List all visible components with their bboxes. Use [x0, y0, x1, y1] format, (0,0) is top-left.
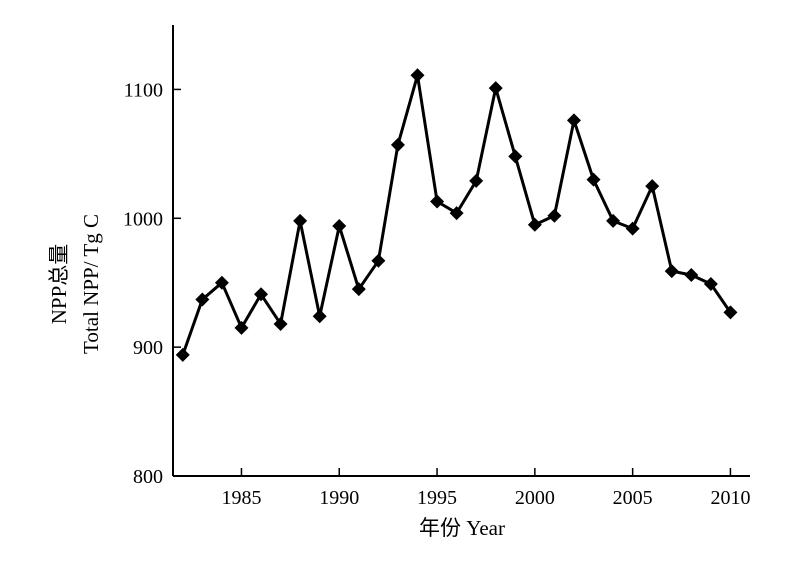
data-point-marker [254, 287, 269, 302]
data-point-marker [312, 309, 327, 324]
series [175, 68, 738, 362]
data-point-marker [175, 347, 190, 362]
data-point-marker [723, 305, 738, 320]
y-tick-label: 800 [133, 466, 163, 488]
x-tick-label: 2005 [613, 487, 653, 509]
x-tick-label: 1995 [417, 487, 457, 509]
x-axis-title: 年份 Year [419, 516, 505, 540]
data-point-marker [527, 217, 542, 232]
data-point-marker [273, 316, 288, 331]
y-axis-title-line1: NPP总量 [47, 244, 71, 325]
y-axis-title-line2: Total NPP/ Tg C [79, 214, 103, 354]
y-tick-label: 1100 [124, 79, 163, 101]
axes [172, 25, 750, 477]
data-point-marker [645, 179, 660, 194]
data-point-marker [214, 275, 229, 290]
data-point-marker [566, 113, 581, 128]
data-point-marker [547, 208, 562, 223]
ticks: 1985 1990 1995 2000 2005 2010 800 900 1000 1100 [123, 79, 750, 509]
data-point-marker [508, 149, 523, 164]
data-point-marker [195, 292, 210, 307]
data-point-marker [469, 173, 484, 188]
data-point-marker [586, 172, 601, 187]
data-point-marker [488, 81, 503, 96]
data-point-marker [234, 320, 249, 335]
y-tick-label: 900 [133, 337, 163, 359]
data-point-marker [703, 277, 718, 292]
data-point-marker [371, 253, 386, 268]
x-tick-label: 2000 [515, 487, 555, 509]
data-point-marker [684, 267, 699, 282]
data-point-marker [390, 137, 405, 152]
y-axis-title: NPP总量 Total NPP/ Tg C [47, 214, 103, 354]
y-tick-label: 1000 [123, 208, 163, 230]
x-tick-label: 1990 [319, 487, 359, 509]
data-point-marker [430, 194, 445, 209]
data-point-marker [293, 213, 308, 228]
data-point-marker [664, 264, 679, 279]
data-point-marker [606, 213, 621, 228]
data-point-marker [625, 221, 640, 236]
x-tick-label: 2010 [710, 487, 750, 509]
data-point-marker [410, 68, 425, 83]
data-point-marker [449, 206, 464, 221]
data-point-marker [351, 282, 366, 297]
data-point-marker [332, 219, 347, 234]
x-tick-label: 1985 [221, 487, 261, 509]
